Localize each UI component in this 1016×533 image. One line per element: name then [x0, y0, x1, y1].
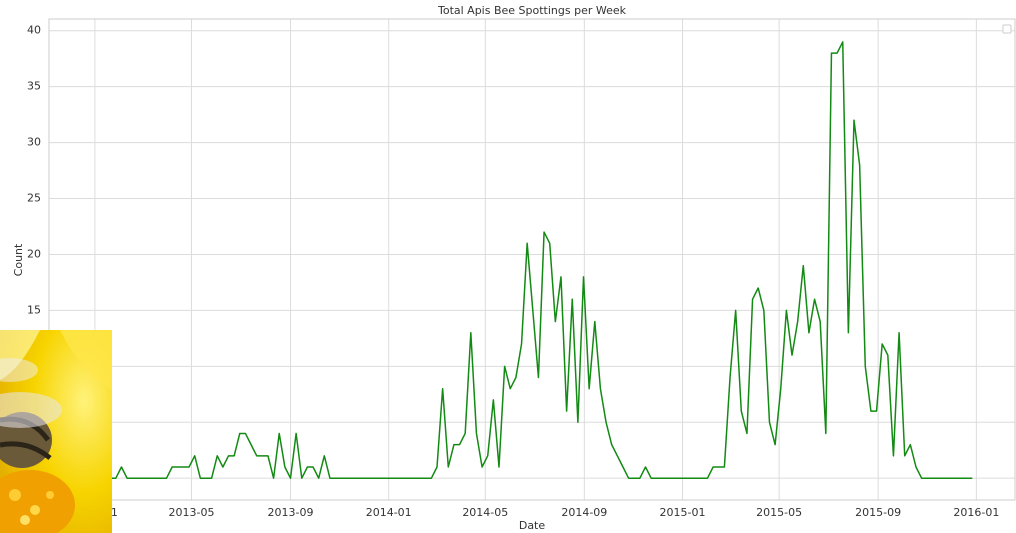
y-tick-label: 20: [27, 247, 41, 260]
x-tick-label: 2014-01: [366, 506, 412, 519]
chart-title: Total Apis Bee Spottings per Week: [437, 4, 627, 17]
x-tick-label: 2015-01: [660, 506, 706, 519]
x-tick-label: 2014-09: [561, 506, 607, 519]
x-tick-label: 2015-09: [855, 506, 901, 519]
y-tick-label: 30: [27, 136, 41, 149]
x-tick-label: 2014-05: [462, 506, 508, 519]
plot-frame: [48, 18, 1016, 501]
bee-photo: [0, 330, 112, 533]
y-axis-label: Count: [12, 243, 25, 276]
data-layer: [93, 41, 973, 479]
y-tick-label: 15: [27, 303, 41, 316]
x-tick-label: 2016-01: [953, 506, 999, 519]
grid: [49, 19, 1015, 500]
x-tick-label: 2013-05: [169, 506, 215, 519]
x-tick-label: 2013-09: [268, 506, 314, 519]
y-tick-label: 40: [27, 24, 41, 37]
legend-box: [1002, 24, 1012, 34]
ticks: 05101520253035402013-012013-052013-09201…: [27, 24, 999, 519]
y-tick-label: 25: [27, 192, 41, 205]
x-tick-label: 2015-05: [756, 506, 802, 519]
data-line: [93, 41, 973, 479]
x-axis-label: Date: [519, 519, 546, 532]
y-tick-label: 35: [27, 80, 41, 93]
